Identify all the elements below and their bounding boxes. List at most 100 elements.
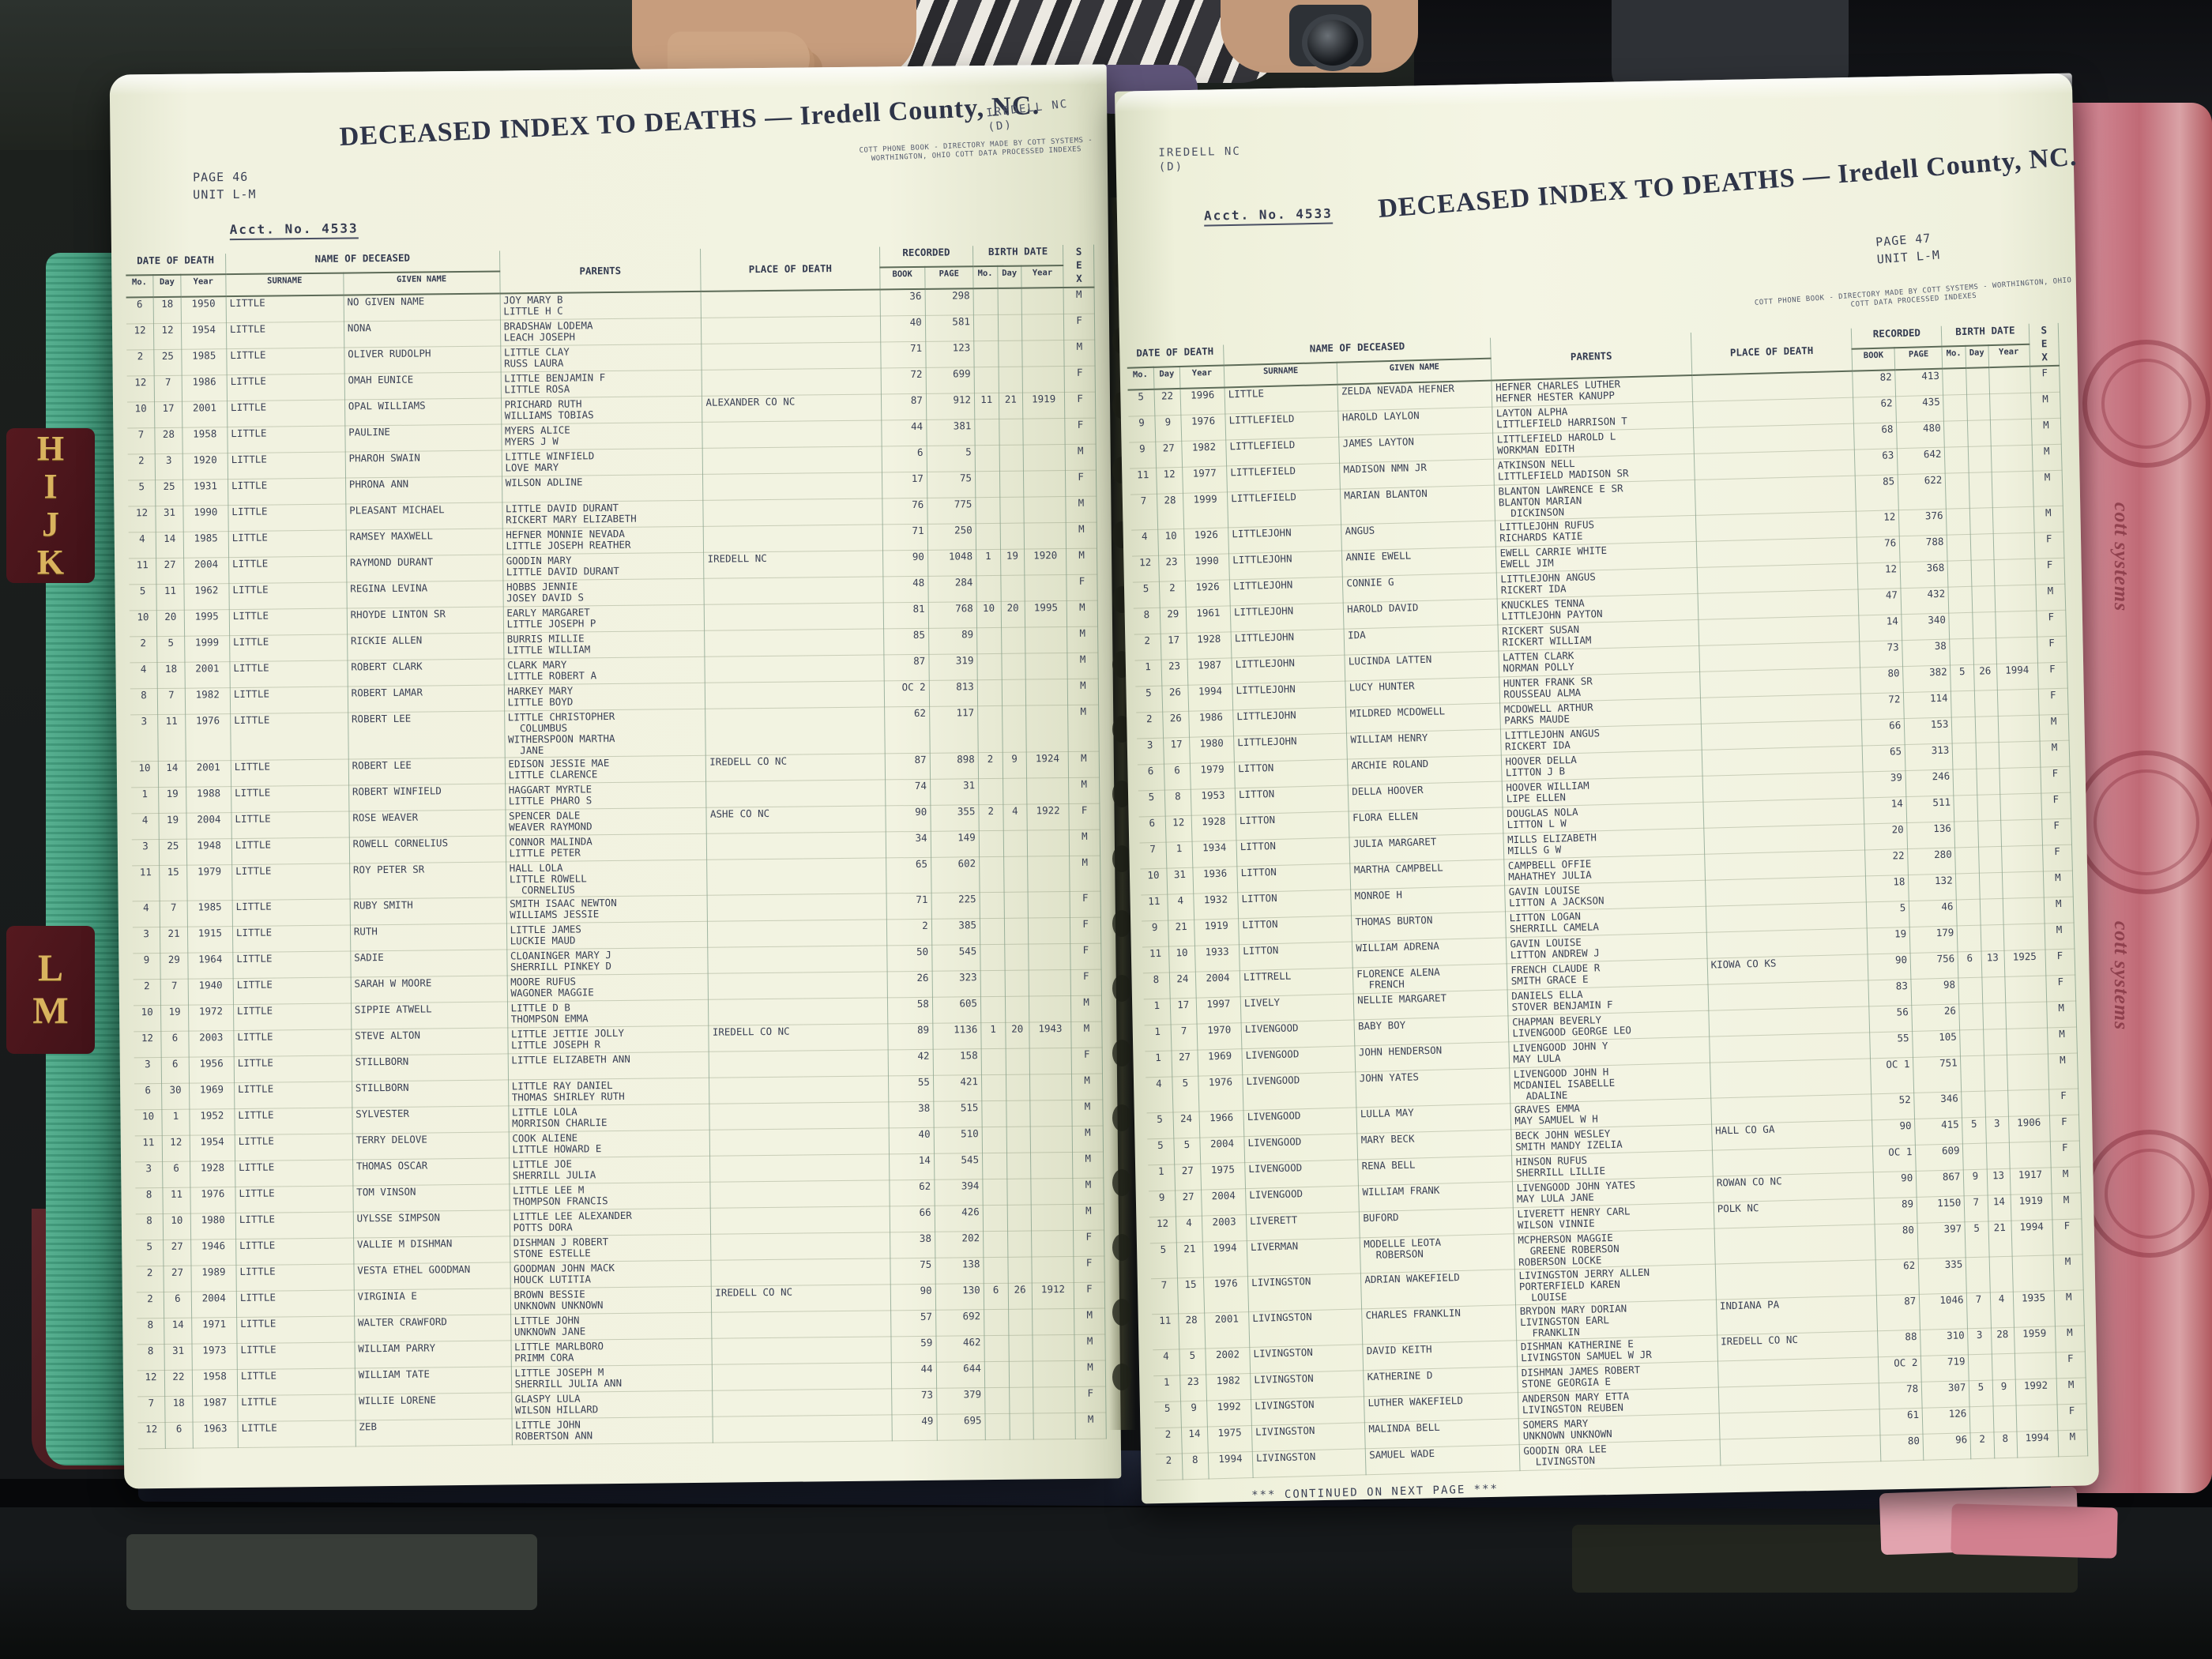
surname-cell: LITTLE — [231, 785, 349, 813]
surname-cell: LITTON — [1236, 837, 1351, 867]
record-book-cell: 90 — [885, 805, 931, 832]
surname-cell: LITTLE — [234, 1055, 352, 1083]
record-page-cell: 130 — [935, 1283, 984, 1311]
death-year-cell: 1975 — [1207, 1425, 1253, 1453]
record-page-cell: 138 — [935, 1257, 984, 1285]
birth-day-cell — [1984, 1090, 2009, 1118]
given-name-cell: WILLIAM FRANK — [1358, 1181, 1514, 1212]
col-surname: SURNAME — [1224, 362, 1338, 388]
given-name-cell: SADIE — [350, 949, 507, 978]
place-of-death-cell — [701, 289, 881, 318]
death-month-cell: 3 — [131, 839, 160, 866]
birth-day-cell — [1006, 1127, 1031, 1153]
binding-hole — [1112, 910, 1131, 937]
death-month-cell: 6 — [134, 1083, 163, 1110]
birth-year-cell — [1028, 917, 1070, 945]
place-of-death-cell — [1701, 720, 1863, 750]
birth-year-cell: 1924 — [1026, 751, 1069, 779]
sex-cell: F — [1073, 1230, 1104, 1257]
sex-cell: F — [2033, 532, 2065, 559]
death-month-cell: 5 — [129, 584, 157, 611]
surname-cell: LITTLE — [230, 713, 349, 761]
death-day-cell: 27 — [163, 1240, 191, 1266]
record-page-cell: 480 — [1896, 421, 1945, 449]
death-month-cell: 7 — [1139, 842, 1167, 869]
surname-cell: LITTLE — [228, 556, 347, 584]
death-month-cell: 2 — [136, 1292, 164, 1319]
record-page-cell: 346 — [1913, 1091, 1962, 1119]
surname-cell: LITTLE — [235, 1134, 353, 1161]
record-book-cell: 18 — [1865, 875, 1909, 902]
place-of-death-cell — [702, 446, 882, 475]
given-name-cell: JULIA MARGARET — [1349, 833, 1505, 864]
death-year-cell: 1976 — [1180, 413, 1226, 442]
col-surname: SURNAME — [225, 273, 344, 297]
parents-cell: SPENCER DALE WEAVER RAYMOND — [505, 807, 707, 836]
place-of-death-cell — [711, 1258, 890, 1287]
surname-cell: LITTLE — [228, 582, 348, 610]
birth-month-cell — [1946, 508, 1970, 536]
parents-cell: SMITH ISAAC NEWTON WILLIAMS JESSIE — [506, 895, 708, 924]
death-month-cell: 4 — [130, 662, 158, 689]
col-birth-year: Year — [1021, 265, 1064, 288]
record-page-cell: 462 — [935, 1335, 985, 1363]
birth-year-cell: 1992 — [2014, 1378, 2057, 1406]
death-year-cell: 1979 — [1190, 762, 1236, 790]
birth-month-cell: 2 — [1970, 1431, 1995, 1459]
record-page-cell: 38 — [1902, 639, 1951, 667]
record-book-cell: 87 — [1876, 1294, 1920, 1331]
record-page-cell: 319 — [928, 653, 978, 681]
parents-cell: COOK ALIENE LITTLE HOWARD E — [508, 1130, 710, 1158]
birth-day-cell — [1003, 918, 1029, 945]
birth-day-cell — [998, 367, 1023, 393]
death-year-cell: 1932 — [1193, 892, 1239, 920]
death-year-cell: 1971 — [191, 1317, 237, 1345]
sex-cell: F — [1071, 1048, 1103, 1074]
surname-cell: LIVENGOOD — [1243, 1107, 1358, 1137]
death-month-cell: 11 — [129, 558, 157, 585]
record-page-cell: 385 — [931, 918, 980, 946]
birth-year-cell — [1025, 626, 1068, 654]
birth-month-cell — [974, 367, 999, 393]
parents-cell: LIVINGSTON JERRY ALLEN PORTERFIELD KAREN … — [1514, 1264, 1717, 1305]
place-of-death-cell — [1695, 476, 1856, 516]
record-page-cell: 1136 — [932, 1022, 982, 1050]
death-month-cell: 5 — [1149, 1242, 1178, 1279]
record-book-cell: 49 — [891, 1414, 938, 1441]
binding-hole — [1112, 1364, 1131, 1390]
sex-cell: M — [2047, 1053, 2078, 1089]
record-page-cell: 153 — [1904, 717, 1953, 745]
given-name-cell: JOHN YATES — [1356, 1067, 1511, 1108]
sex-cell: M — [1071, 1100, 1104, 1127]
death-year-cell: 1920 — [182, 453, 228, 480]
birth-day-cell — [1985, 1142, 2010, 1170]
place-of-death-cell — [703, 524, 883, 553]
record-book-cell: 85 — [1855, 474, 1899, 512]
birth-day-cell — [1009, 1413, 1034, 1440]
birth-year-cell — [1032, 1256, 1074, 1284]
death-month-cell: 7 — [127, 427, 156, 454]
death-year-cell: 1988 — [186, 786, 231, 814]
birth-month-cell — [980, 996, 1006, 1023]
death-month-cell: 10 — [127, 401, 156, 428]
death-month-cell: 3 — [132, 927, 160, 954]
record-book-cell: 80 — [1860, 666, 1904, 694]
record-book-cell: OC 2 — [1878, 1356, 1922, 1383]
record-page-cell: 719 — [1920, 1354, 1969, 1382]
binding-hole — [1112, 1040, 1131, 1066]
record-page-cell: 756 — [1910, 951, 1959, 980]
record-book-cell: 44 — [891, 1362, 937, 1389]
record-page-cell: 421 — [933, 1074, 982, 1102]
given-name-cell: UYLSSE SIMPSON — [353, 1209, 510, 1239]
place-of-death-cell — [1712, 1146, 1874, 1177]
record-page-cell: 775 — [927, 497, 976, 525]
record-book-cell: 62 — [884, 706, 931, 754]
index-tab-lm[interactable]: L M — [6, 926, 95, 1054]
place-of-death-cell — [1708, 1006, 1870, 1037]
death-month-cell: 6 — [1137, 764, 1165, 792]
death-day-cell: 21 — [160, 927, 188, 954]
sex-cell: F — [1069, 803, 1100, 830]
record-book-cell: 65 — [1862, 744, 1906, 772]
place-of-death-cell — [1696, 563, 1859, 594]
index-tab-hijk[interactable]: H I J K — [6, 428, 95, 583]
